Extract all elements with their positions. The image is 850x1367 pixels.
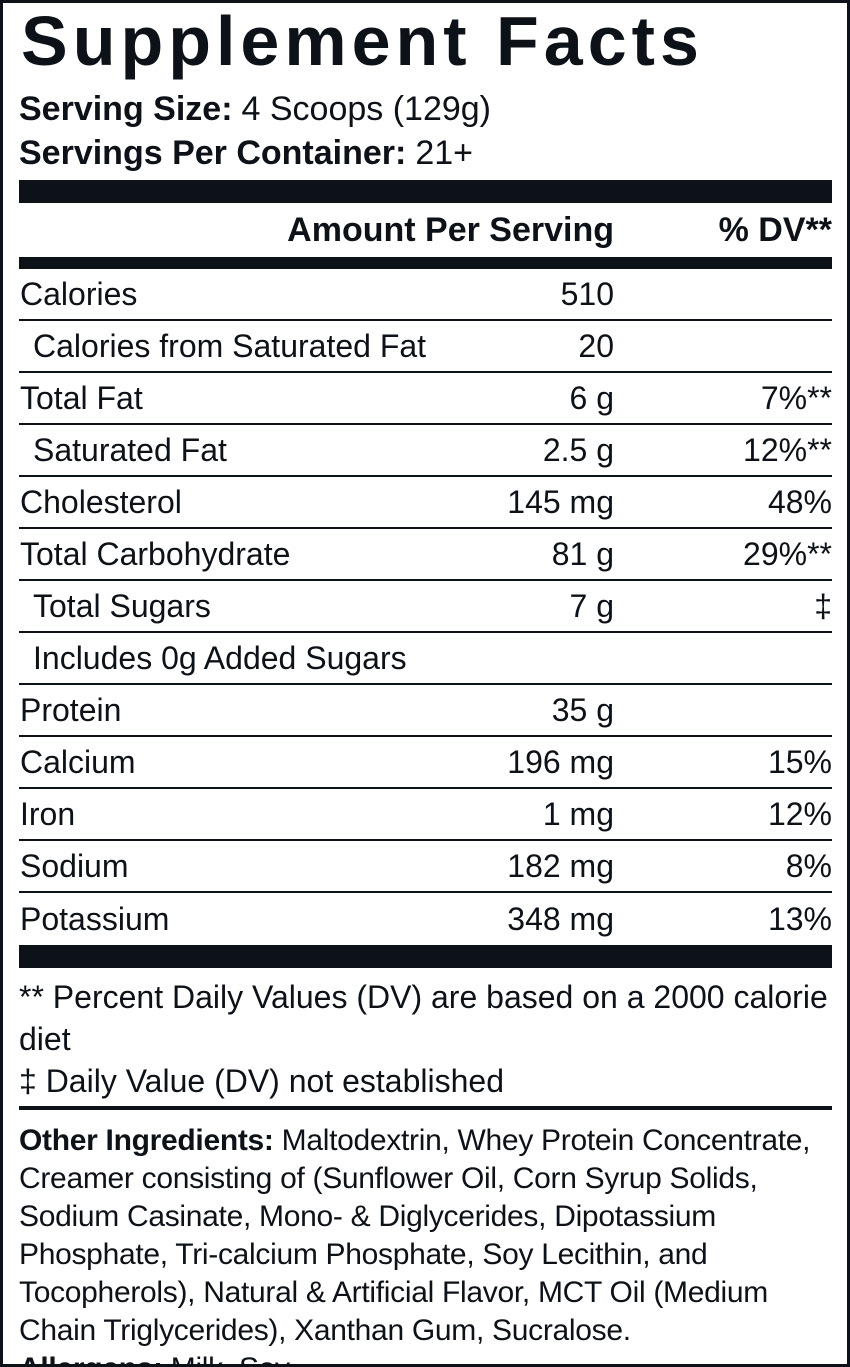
table-header-row: Amount Per Serving % DV** <box>19 203 832 257</box>
nutrient-amount: 510 <box>560 275 614 312</box>
nutrient-dv: 29%** <box>743 535 832 572</box>
nutrient-amount: 196 mg <box>507 743 614 780</box>
nutrient-name: Total Carbohydrate <box>20 535 291 572</box>
nutrient-name: Total Fat <box>20 379 143 416</box>
serving-size-line: Serving Size: 4 Scoops (129g) <box>19 87 832 131</box>
footnotes: ** Percent Daily Values (DV) are based o… <box>19 976 832 1102</box>
allergens-line: Allergens: Milk, Soy. <box>19 1350 832 1364</box>
nutrient-name: Saturated Fat <box>33 431 227 468</box>
serving-size-label: Serving Size: <box>19 90 233 128</box>
nutrient-row: Calories 510 <box>19 269 832 321</box>
allergens-label: Allergens: <box>19 1352 163 1364</box>
footnote-dagger: ‡ Daily Value (DV) not established <box>19 1063 504 1099</box>
nutrient-name: Calories <box>20 275 138 312</box>
nutrient-name: Sodium <box>20 847 129 884</box>
allergens-text: Milk, Soy. <box>163 1352 296 1364</box>
nutrient-row: Calories from Saturated Fat 20 <box>19 321 832 373</box>
nutrient-row: Protein 35 g <box>19 685 832 737</box>
nutrient-amount: 6 g <box>569 379 614 416</box>
nutrient-name: Cholesterol <box>20 483 182 520</box>
nutrient-dv: 12% <box>767 795 832 832</box>
nutrient-dv: 7%** <box>760 379 832 416</box>
nutrient-row: Potassium 348 mg 13% <box>19 893 832 945</box>
nutrient-row: Saturated Fat 2.5 g 12%** <box>19 425 832 477</box>
nutrient-row: Total Sugars 7 g ‡ <box>19 581 832 633</box>
nutrient-amount: 35 g <box>551 691 614 728</box>
nutrient-amount: 1 mg <box>542 795 614 832</box>
nutrient-amount: 2.5 g <box>542 431 614 468</box>
nutrient-name: Calcium <box>20 743 136 780</box>
nutrient-name: Potassium <box>20 900 170 937</box>
nutrient-row: Total Carbohydrate 81 g 29%** <box>19 529 832 581</box>
nutrient-row: Iron 1 mg 12% <box>19 789 832 841</box>
footnote-percent-dv: ** Percent Daily Values (DV) are based o… <box>19 979 828 1057</box>
nutrient-name: Calories from Saturated Fat <box>33 327 427 364</box>
nutrient-dv: 48% <box>767 483 832 520</box>
nutrient-dv: 12%** <box>743 431 832 468</box>
nutrient-amount: 81 g <box>551 535 614 572</box>
separator-bar-header <box>19 257 832 269</box>
nutrient-name: Protein <box>20 691 122 728</box>
separator-line-footnotes <box>19 1106 832 1110</box>
nutrient-dv: ‡ <box>814 587 832 624</box>
nutrient-dv: 8% <box>785 847 832 884</box>
nutrient-row: Includes 0g Added Sugars <box>19 633 832 685</box>
nutrient-name: Total Sugars <box>33 587 211 624</box>
other-ingredients-text: Maltodextrin, Whey Protein Concentrate, … <box>19 1124 811 1347</box>
separator-bar-bottom <box>19 945 832 968</box>
header-percent-dv: % DV** <box>718 210 832 249</box>
header-amount-per-serving: Amount Per Serving <box>287 210 614 249</box>
serving-size-value: 4 Scoops (129g) <box>241 90 492 128</box>
page-title: Supplement Facts <box>21 2 704 80</box>
other-ingredients-paragraph: Other Ingredients: Maltodextrin, Whey Pr… <box>19 1122 832 1350</box>
nutrient-amount: 20 <box>578 327 614 364</box>
nutrient-amount: 7 g <box>569 587 614 624</box>
servings-per-container-label: Servings Per Container: <box>19 134 407 172</box>
servings-per-container-line: Servings Per Container: 21+ <box>19 131 832 175</box>
nutrient-rows: Calories 510 Calories from Saturated Fat… <box>19 269 832 945</box>
nutrient-amount: 348 mg <box>507 900 614 937</box>
nutrient-name: Includes 0g Added Sugars <box>33 639 407 676</box>
servings-per-container-value: 21+ <box>415 134 474 172</box>
nutrient-name: Iron <box>20 795 76 832</box>
nutrient-amount: 182 mg <box>507 847 614 884</box>
nutrient-amount: 145 mg <box>507 483 614 520</box>
nutrient-row: Cholesterol 145 mg 48% <box>19 477 832 529</box>
nutrient-row: Total Fat 6 g 7%** <box>19 373 832 425</box>
nutrient-dv: 15% <box>767 743 832 780</box>
separator-bar-top <box>19 180 832 203</box>
other-ingredients-label: Other Ingredients: <box>19 1124 274 1157</box>
nutrient-row: Calcium 196 mg 15% <box>19 737 832 789</box>
nutrient-dv: 13% <box>767 900 832 937</box>
nutrient-row: Sodium 182 mg 8% <box>19 841 832 893</box>
